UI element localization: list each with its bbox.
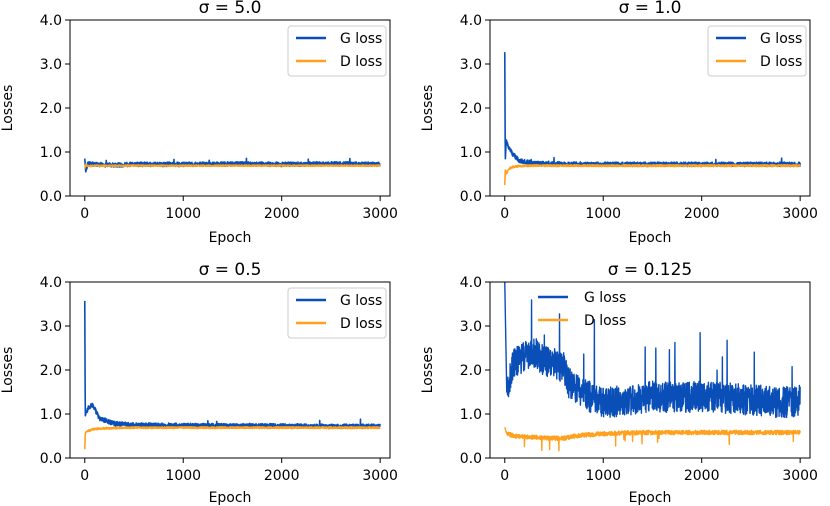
panel-3-xlabel: Epoch (209, 490, 252, 506)
chart-panel-3: 0.0 1.0 2.0 3.0 4.0 0 1000 2000 3000 σ = 0.5 Epo… (0, 260, 398, 506)
panel-1-series-d-loss-line (83, 163, 381, 169)
panel-1-traces (83, 157, 381, 173)
panel-2-ytick-label-2: 2.0 (460, 101, 482, 117)
panel-4-xtick-label-3: 3000 (782, 468, 818, 484)
panel-2-xtick-label-2: 2000 (684, 206, 720, 222)
panel-2-ticks: 0.0 1.0 2.0 3.0 4.0 0 1000 2000 3000 (460, 13, 818, 222)
panel-3-ytick-label-1: 1.0 (40, 407, 62, 423)
panel-1-xlabel: Epoch (209, 230, 252, 246)
panel-1-xtick-label-0: 0 (80, 206, 89, 222)
panel-1-legend-d-label: D loss (340, 54, 382, 70)
panel-4-ytick-label-0: 0.0 (460, 451, 482, 467)
panel-4-title: σ = 0.125 (608, 260, 693, 280)
panel-1-ytick-label-0: 0.0 (40, 189, 62, 205)
chart-panel-2: 0.0 1.0 2.0 3.0 4.0 0 1000 2000 3000 σ = 1.0 Epo… (420, 0, 818, 246)
panel-4-series-g-loss-line (504, 282, 801, 419)
panel-2-ytick-label-0: 0.0 (460, 189, 482, 205)
panel-1-legend-g-label: G loss (340, 31, 382, 47)
panel-3-xtick-label-0: 0 (80, 468, 89, 484)
panel-1-title: σ = 5.0 (199, 0, 262, 18)
panel-1-ytick-label-3: 3.0 (40, 57, 62, 73)
panel-3-ytick-label-2: 2.0 (40, 363, 62, 379)
chart-panel-1: 0.0 1.0 2.0 3.0 4.0 0 1000 2000 3000 σ = 5.0 Epo… (0, 0, 398, 246)
panel-4-xtick-label-0: 0 (500, 468, 509, 484)
panel-4-ticks: 0.0 1.0 2.0 3.0 4.0 0 1000 2000 3000 (460, 275, 818, 484)
panel-3-title: σ = 0.5 (199, 260, 262, 280)
panel-2-title: σ = 1.0 (619, 0, 682, 18)
panel-4-ytick-label-2: 2.0 (460, 363, 482, 379)
panel-4-series-d-loss-line (504, 426, 801, 452)
panel-3-series-d-loss-line (83, 425, 381, 450)
panel-3-traces (83, 300, 381, 450)
panel-2-legend-d-label: D loss (760, 54, 802, 70)
panel-4-xtick-label-1: 1000 (585, 468, 621, 484)
panel-2-legend: G loss D loss (707, 25, 807, 77)
panel-4-ytick-label-1: 1.0 (460, 407, 482, 423)
panel-4-xlabel: Epoch (629, 490, 672, 506)
panel-1-ticks: 0.0 1.0 2.0 3.0 4.0 0 1000 2000 3000 (40, 13, 398, 222)
panel-1-ytick-label-4: 4.0 (40, 13, 62, 29)
panel-1-ylabel: Losses (0, 85, 16, 132)
panel-3-ytick-label-4: 4.0 (40, 275, 62, 291)
panel-4-traces (504, 282, 801, 452)
panel-3-legend-d-label: D loss (340, 316, 382, 332)
panel-3-ylabel: Losses (0, 347, 16, 394)
panel-2-ytick-label-1: 1.0 (460, 145, 482, 161)
panel-3-xtick-label-2: 2000 (264, 468, 300, 484)
panel-3-ytick-label-0: 0.0 (40, 451, 62, 467)
chart-panel-4: 0.0 1.0 2.0 3.0 4.0 0 1000 2000 3000 σ = 0.125 E… (420, 260, 818, 506)
panel-4-xtick-label-2: 2000 (684, 468, 720, 484)
panel-3-ytick-label-3: 3.0 (40, 319, 62, 335)
panel-4-legend: G loss D loss (538, 290, 626, 329)
panel-1-ytick-label-1: 1.0 (40, 145, 62, 161)
panel-2-xtick-label-3: 3000 (782, 206, 818, 222)
panel-2-ytick-label-4: 4.0 (460, 13, 482, 29)
panel-2-xtick-label-1: 1000 (585, 206, 621, 222)
panel-3-legend: G loss D loss (287, 287, 387, 339)
panel-3-ticks: 0.0 1.0 2.0 3.0 4.0 0 1000 2000 3000 (40, 275, 398, 484)
panel-2-xlabel: Epoch (629, 230, 672, 246)
panel-1-xtick-label-2: 2000 (264, 206, 300, 222)
panel-2-ylabel: Losses (420, 85, 436, 132)
panel-1-legend: G loss D loss (287, 25, 387, 77)
panel-1-ytick-label-2: 2.0 (40, 101, 62, 117)
panel-4-ytick-label-3: 3.0 (460, 319, 482, 335)
panel-1-xtick-label-1: 1000 (165, 206, 201, 222)
panel-2-legend-g-label: G loss (760, 31, 802, 47)
panel-3-legend-g-label: G loss (340, 293, 382, 309)
panel-2-series-d-loss-line (503, 163, 801, 186)
panel-4-ytick-label-4: 4.0 (460, 275, 482, 291)
panel-2-xtick-label-0: 0 (500, 206, 509, 222)
panel-4-ylabel: Losses (420, 347, 436, 394)
panel-3-xtick-label-3: 3000 (362, 468, 398, 484)
panel-3-xtick-label-1: 1000 (165, 468, 201, 484)
panel-4-legend-d-label: D loss (584, 313, 626, 329)
panel-2-series-g-loss-line (503, 52, 801, 168)
panel-1-xtick-label-3: 3000 (362, 206, 398, 222)
panel-4-legend-g-label: G loss (584, 290, 626, 306)
panel-2-traces (503, 52, 801, 186)
panel-2-ytick-label-3: 3.0 (460, 57, 482, 73)
